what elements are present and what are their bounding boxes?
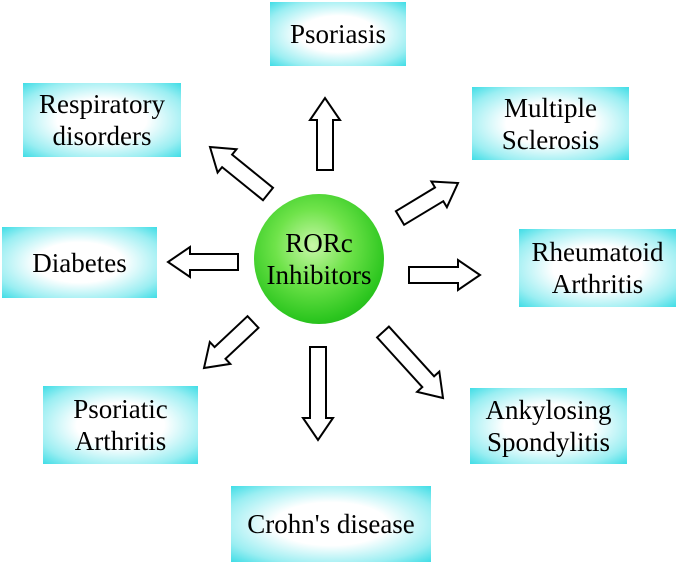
box-psoriatic-arthritis-line1: Psoriatic: [73, 394, 168, 424]
center-node-rorc-inhibitors: RORc Inhibitors: [254, 194, 384, 324]
box-respiratory-disorders-line2: disorders: [52, 121, 152, 151]
arrow-to-psoriatic-arthritis: [202, 314, 260, 370]
arrow-to-crohns-disease: [301, 346, 335, 442]
box-rheumatoid-arthritis: Rheumatoid Arthritis: [519, 229, 676, 307]
box-multiple-sclerosis: Multiple Sclerosis: [472, 87, 629, 160]
box-ankylosing-spondylitis-line2: Spondylitis: [486, 427, 611, 457]
box-psoriatic-arthritis: Psoriatic Arthritis: [43, 386, 198, 464]
center-label-line2: Inhibitors: [266, 260, 372, 290]
box-psoriasis: Psoriasis: [270, 2, 406, 66]
arrow-to-respiratory-disorders: [208, 145, 275, 202]
box-crohns-disease-label: Crohn's disease: [247, 509, 415, 539]
center-label-line1: RORc: [285, 228, 353, 258]
box-rheumatoid-arthritis-line2: Arthritis: [551, 269, 644, 299]
box-psoriatic-arthritis-line2: Arthritis: [74, 426, 167, 456]
box-diabetes: Diabetes: [2, 227, 157, 298]
box-rheumatoid-arthritis-line1: Rheumatoid: [531, 237, 664, 267]
box-ankylosing-spondylitis-line1: Ankylosing: [485, 395, 612, 425]
box-multiple-sclerosis-line2: Sclerosis: [501, 124, 600, 155]
arrow-to-ankylosing-spondylitis: [375, 325, 445, 400]
arrow-to-rheumatoid-arthritis: [408, 258, 482, 292]
box-ankylosing-spondylitis: Ankylosing Spondylitis: [470, 388, 627, 464]
box-crohns-disease: Crohn's disease: [231, 486, 431, 562]
box-respiratory-disorders-line1: Respiratory: [39, 89, 165, 119]
arrow-to-diabetes: [166, 245, 239, 279]
box-respiratory-disorders: Respiratory disorders: [23, 83, 181, 157]
box-psoriasis-label: Psoriasis: [289, 19, 387, 49]
arrow-to-psoriasis: [308, 96, 342, 171]
arrow-to-multiple-sclerosis: [394, 180, 460, 227]
box-multiple-sclerosis-line1: Multiple: [504, 92, 597, 123]
box-diabetes-label: Diabetes: [32, 247, 127, 278]
